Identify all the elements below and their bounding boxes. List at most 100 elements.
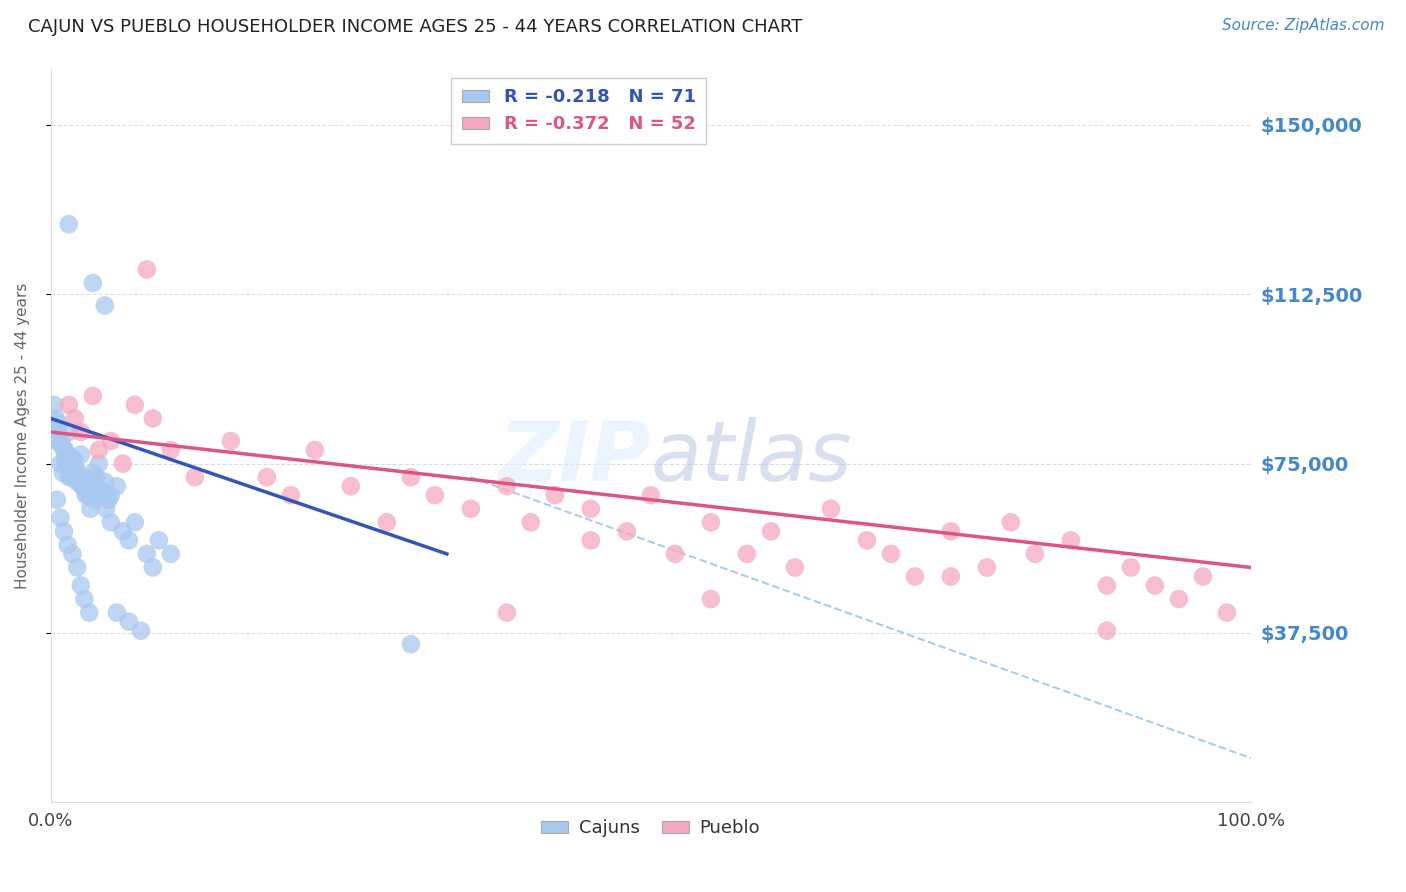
Point (86, 470, 108, 484)
Point (48, 429, 70, 443)
Point (1167, 592, 1189, 607)
Point (495, 479, 517, 493)
Point (77, 488, 100, 502)
Y-axis label: Householder Income Ages 25 - 44 years: Householder Income Ages 25 - 44 years (15, 282, 30, 589)
Point (939, 524, 962, 539)
Point (72, 479, 94, 493)
Point (399, 470, 422, 484)
Point (82, 389, 104, 403)
Point (820, 501, 842, 516)
Point (45, 434, 67, 448)
Point (100, 434, 122, 448)
Point (111, 524, 134, 539)
Point (142, 411, 165, 425)
Point (62, 452, 84, 467)
Point (105, 606, 128, 620)
Point (70, 479, 93, 493)
Point (340, 479, 363, 493)
Point (939, 569, 962, 583)
Point (58, 217, 80, 231)
Point (579, 533, 602, 548)
Point (73, 470, 96, 484)
Point (375, 516, 398, 530)
Point (640, 488, 662, 502)
Point (1060, 533, 1083, 548)
Point (56, 457, 79, 471)
Point (52, 466, 75, 480)
Point (124, 516, 146, 530)
Point (1119, 560, 1142, 574)
Point (66, 560, 89, 574)
Point (1143, 578, 1166, 592)
Point (135, 547, 157, 561)
Point (49, 457, 72, 471)
Point (520, 516, 543, 530)
Point (51, 439, 73, 453)
Point (976, 560, 998, 574)
Point (1095, 578, 1118, 592)
Point (82, 276, 104, 290)
Text: atlas: atlas (651, 417, 852, 498)
Point (160, 547, 183, 561)
Point (44, 398, 66, 412)
Point (46, 416, 69, 430)
Point (58, 398, 80, 412)
Point (51, 434, 73, 448)
Text: Source: ZipAtlas.com: Source: ZipAtlas.com (1222, 18, 1385, 33)
Point (77, 488, 100, 502)
Point (55, 448, 77, 462)
Point (495, 606, 517, 620)
Point (94, 299, 117, 313)
Point (45, 411, 67, 425)
Point (53, 443, 76, 458)
Point (856, 533, 879, 548)
Point (423, 488, 446, 502)
Point (76, 479, 98, 493)
Point (58, 470, 80, 484)
Point (1024, 547, 1046, 561)
Legend: Cajuns, Pueblo: Cajuns, Pueblo (534, 812, 768, 845)
Point (90, 483, 112, 498)
Point (53, 452, 76, 467)
Point (53, 524, 76, 539)
Point (94, 501, 117, 516)
Point (1095, 624, 1118, 638)
Point (759, 524, 782, 539)
Point (616, 524, 638, 539)
Point (69, 578, 91, 592)
Point (460, 501, 482, 516)
Point (97, 492, 120, 507)
Point (79, 501, 101, 516)
Point (62, 452, 84, 467)
Point (118, 615, 141, 629)
Point (58, 425, 80, 439)
Point (45, 492, 67, 507)
Point (100, 516, 122, 530)
Point (87, 443, 110, 458)
Point (256, 470, 278, 484)
Point (735, 547, 758, 561)
Point (700, 592, 723, 607)
Point (82, 466, 104, 480)
Point (87, 457, 110, 471)
Point (60, 470, 83, 484)
Point (399, 637, 422, 651)
Point (579, 501, 602, 516)
Point (1192, 569, 1215, 583)
Point (160, 443, 183, 458)
Point (219, 434, 242, 448)
Point (124, 398, 146, 412)
Point (91, 488, 114, 502)
Point (84, 492, 107, 507)
Point (67, 470, 90, 484)
Point (65, 461, 87, 475)
Point (129, 624, 152, 638)
Point (77, 606, 100, 620)
Point (49, 510, 72, 524)
Point (184, 470, 207, 484)
Text: CAJUN VS PUEBLO HOUSEHOLDER INCOME AGES 25 - 44 YEARS CORRELATION CHART: CAJUN VS PUEBLO HOUSEHOLDER INCOME AGES … (28, 18, 803, 36)
Point (100, 488, 122, 502)
Point (880, 547, 903, 561)
Point (142, 560, 165, 574)
Point (1000, 516, 1022, 530)
